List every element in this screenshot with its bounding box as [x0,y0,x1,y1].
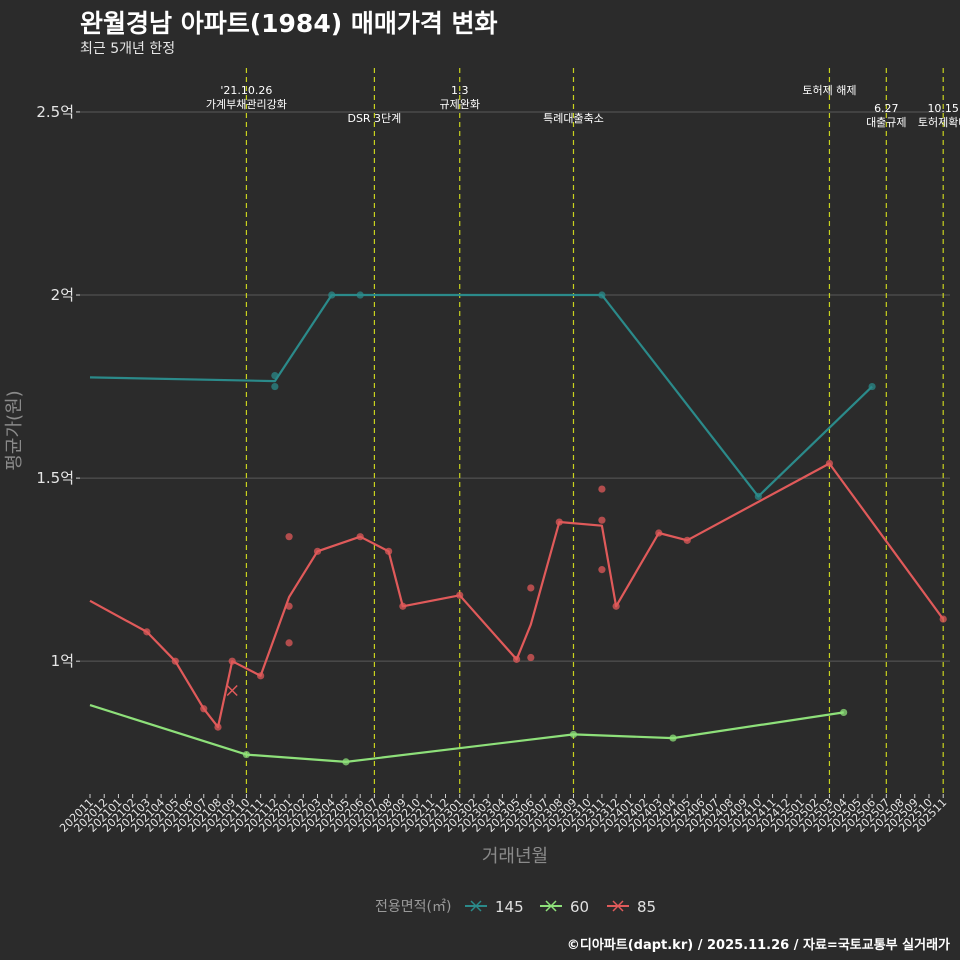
legend-key-cross [470,900,482,912]
data-point-85 [313,547,322,555]
data-point-85 [513,655,521,663]
data-point-85 [527,653,535,662]
data-point-145 [754,492,762,501]
event-label: 가계부채관리강화 [206,98,287,111]
event-label: '21.10.26 [220,84,272,97]
data-point-60 [569,730,578,739]
data-point-145 [271,382,279,391]
cross-stroke [226,684,238,697]
y-tick-label: 2억 [51,286,74,304]
data-point-85 [598,485,606,493]
event-label: 토허제확대 [918,116,960,129]
data-point-85 [385,547,393,555]
event-label: 10.15 [927,102,959,115]
y-tick-label: 2.5억 [36,103,74,121]
data-point-85 [612,602,620,610]
legend-item-85: 85 [607,898,656,916]
data-point-145 [598,291,606,299]
y-axis-title: 평균가(원) [4,390,25,470]
series-line-60 [89,704,844,763]
event-label: 특례대출축소 [543,112,604,125]
event-label: 6.27 [874,102,899,115]
legend-item-145: 145 [465,898,524,916]
data-point-85 [285,602,293,610]
data-point-145 [328,291,336,299]
event-label: DSR 3단계 [347,112,401,125]
event-label: 토허제 해제 [802,83,856,97]
legend-key-cross [545,900,557,912]
data-point-85 [171,657,179,665]
x-axis-title: 거래년월 [482,846,548,867]
legend-label: 145 [495,898,524,916]
data-point-85 [655,529,663,537]
data-point-145 [868,382,876,391]
data-point-85 [285,533,293,541]
data-point-60 [342,758,350,766]
data-point-60 [242,750,251,759]
data-point-145 [271,371,279,380]
data-point-85 [228,657,236,665]
data-point-85 [143,628,151,636]
data-point-85 [825,459,834,468]
series-line-145 [89,293,873,498]
legend: 전용면적(㎡) 145 60 85 [375,898,656,916]
legend-label: 85 [637,898,656,916]
event-label: 규제완화 [439,98,479,111]
data-point-85 [285,639,293,647]
cross-marker-85 [226,684,238,697]
data-point-60 [840,708,848,717]
legend-label: 60 [570,898,589,916]
legend-title: 전용면적(㎡) [375,899,451,915]
chart-title: 완월경남 아파트(1984) 매매가격 변화 [80,9,498,38]
series-line-85 [89,462,945,729]
data-point-85 [200,705,208,713]
data-point-85 [555,518,563,526]
data-point-85 [356,533,364,541]
data-point-85 [939,615,947,623]
series-layer [89,291,947,766]
legend-key-cross [612,900,624,912]
data-point-85 [598,566,606,574]
event-label: 대출규제 [866,116,906,129]
axis-layer: 1억1.5억2억2.5억2020112020122021012021022021… [4,103,949,867]
grid-layer [80,111,950,662]
data-point-60 [669,734,677,742]
y-tick-label: 1.5억 [36,469,74,487]
y-tick-label: 1억 [51,652,74,670]
data-point-85 [399,602,407,610]
data-point-85 [598,516,606,524]
data-point-85 [527,584,535,592]
data-point-85 [683,536,691,544]
source-caption: ©디아파트(dapt.kr) / 2025.11.26 / 자료=국토교통부 실… [566,938,950,953]
data-point-85 [456,591,464,599]
data-point-85 [257,672,265,680]
data-point-85 [214,723,222,731]
chart-subtitle: 최근 5개년 한정 [80,41,176,57]
data-point-145 [356,291,364,299]
legend-item-60: 60 [540,898,589,916]
event-label: 1.3 [451,84,469,97]
